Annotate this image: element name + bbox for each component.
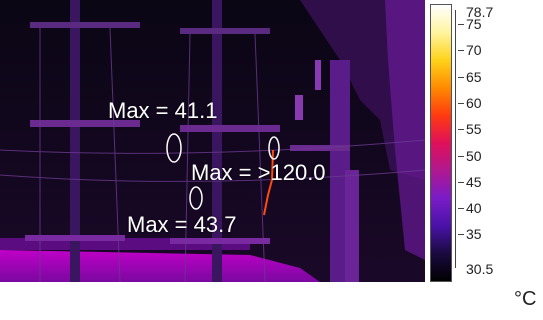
scale-tick-label: 40 — [466, 200, 482, 217]
crossarm — [180, 125, 280, 132]
hotspot-marker-3 — [189, 186, 203, 210]
annotation-label-1: Max = 41.1 — [108, 98, 218, 123]
crossarm — [25, 235, 125, 241]
scale-tick-label: 35 — [466, 226, 482, 243]
hotspot-marker-1 — [166, 133, 182, 163]
scale-tick-label: 75 — [466, 16, 482, 32]
color-scale-bar — [430, 4, 452, 282]
crossarm — [180, 28, 270, 34]
unit-label: °C — [514, 288, 537, 310]
scale-bracket — [455, 10, 460, 268]
scale-tick — [458, 208, 464, 210]
annotation-label-3: Max = 43.7 — [127, 212, 237, 237]
insulator — [295, 95, 303, 120]
scale-tick — [458, 50, 464, 52]
scale-tick — [458, 181, 464, 183]
hotspot-marker-2 — [268, 136, 280, 160]
power-lines — [0, 27, 425, 282]
hot-conductor — [263, 149, 274, 216]
scale-tick-label: 70 — [466, 42, 482, 59]
scale-tick-label: 60 — [466, 94, 482, 111]
crossarm — [30, 120, 140, 127]
scale-min-label: 30.5 — [466, 261, 494, 277]
tree-silhouette-right — [385, 0, 425, 260]
scale-tick — [458, 76, 464, 78]
utility-pole-left — [70, 0, 80, 282]
scale-tick-label: 65 — [466, 68, 482, 85]
scale-tick — [458, 102, 464, 104]
scale-tick-label: 50 — [466, 147, 482, 164]
scale-tick — [458, 129, 464, 131]
crossarm — [30, 22, 140, 28]
crossarm — [170, 238, 270, 244]
annotation-label-2: Max = >120.0 — [191, 160, 326, 185]
scale-tick — [458, 155, 464, 157]
scale-tick-label: 45 — [466, 173, 482, 190]
insulator — [315, 60, 321, 90]
thermal-image — [0, 0, 425, 282]
utility-pole-far-right — [345, 170, 359, 282]
utility-pole-center — [212, 0, 222, 282]
scale-tick — [458, 234, 464, 236]
scale-max-label: 78.7 — [466, 4, 494, 20]
scale-tick-label: 55 — [466, 121, 482, 138]
scale-tick — [458, 24, 464, 25]
